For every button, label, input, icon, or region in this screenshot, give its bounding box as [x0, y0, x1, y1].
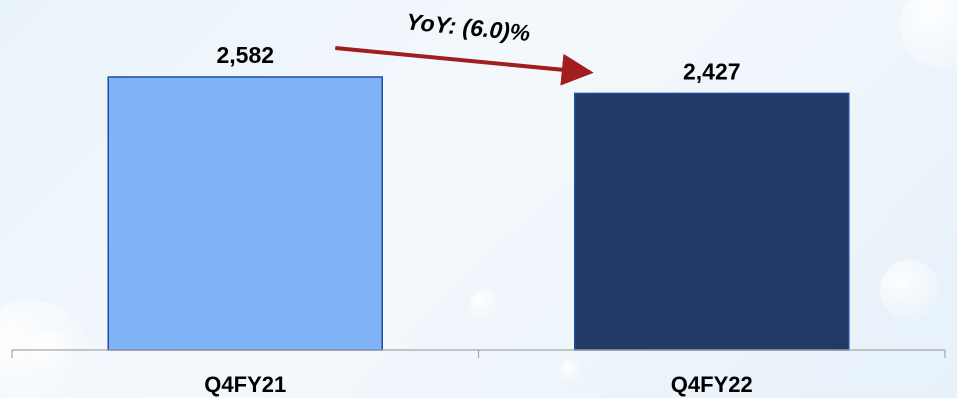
- bar-chart: 2,582 2,427 Q4FY21 Q4FY22 YoY: (6.0)%: [11, 8, 946, 397]
- bars-group: [107, 76, 850, 351]
- x-tick-label-q4fy21: Q4FY21: [204, 372, 286, 397]
- value-labels-group: 2,582 2,427: [216, 42, 740, 84]
- bar-q4fy21: [107, 76, 383, 351]
- yoy-arrow: [335, 46, 594, 86]
- value-label-q4fy22: 2,427: [683, 58, 741, 84]
- bar-q4fy22: [574, 92, 850, 351]
- background-bubble: [470, 290, 498, 318]
- value-label-q4fy21: 2,582: [216, 42, 274, 68]
- yoy-label: YoY: (6.0)%: [405, 8, 531, 46]
- background-bubble: [880, 260, 940, 320]
- yoy-annotation: YoY: (6.0)%: [335, 8, 594, 86]
- x-axis: [11, 349, 946, 358]
- background-bubble: [560, 360, 582, 382]
- x-tick-labels-group: Q4FY21 Q4FY22: [204, 372, 752, 397]
- x-tick-label-q4fy22: Q4FY22: [671, 372, 753, 397]
